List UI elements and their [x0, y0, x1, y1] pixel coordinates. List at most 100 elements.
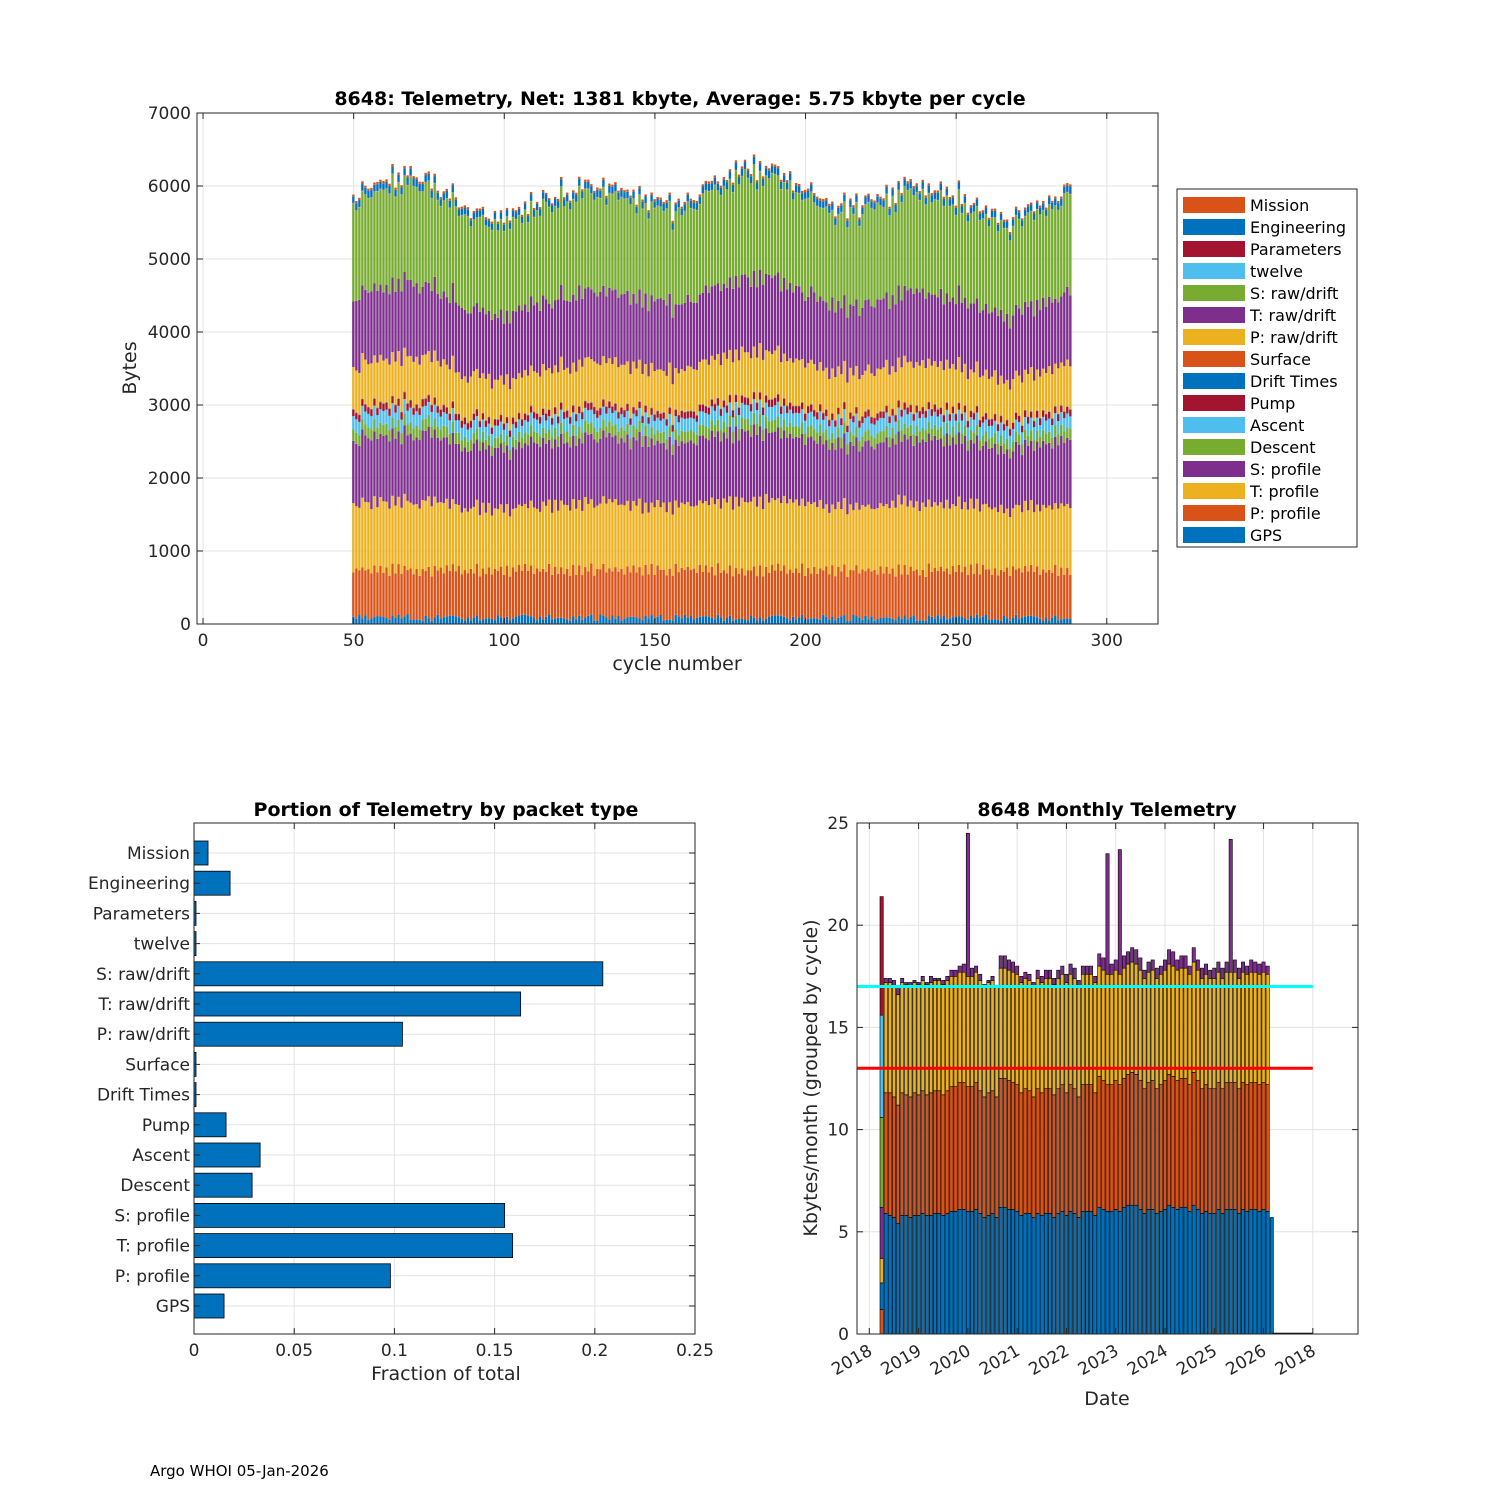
- top-bar-segment: [430, 437, 433, 507]
- monthly-bar-segment: [1142, 1088, 1147, 1214]
- top-bar-segment: [454, 443, 457, 505]
- top-bar-segment: [617, 443, 620, 506]
- top-bar-segment: [487, 567, 491, 619]
- top-bar-segment: [1032, 571, 1036, 617]
- top-bar-segment: [1029, 615, 1033, 624]
- top-bar-segment: [891, 295, 894, 367]
- top-bar-segment: [1051, 374, 1054, 419]
- top-bar-segment: [481, 206, 485, 209]
- top-bar-segment: [614, 182, 617, 185]
- top-bar-segment: [587, 181, 590, 189]
- top-bar-segment: [508, 389, 512, 431]
- top-bar-segment: [659, 199, 662, 207]
- top-bar-segment: [379, 189, 382, 285]
- top-bar-segment: [927, 615, 930, 624]
- top-bar-segment: [837, 501, 840, 567]
- top-bar-segment: [731, 192, 735, 289]
- top-bar-segment: [680, 304, 683, 370]
- top-bar-segment: [623, 192, 626, 199]
- monthly-bar: [1023, 971, 1028, 1335]
- top-bar-segment: [779, 438, 783, 504]
- top-bar-segment: [864, 370, 867, 412]
- top-bar-segment: [761, 620, 765, 624]
- top-bar-segment: [1066, 192, 1069, 287]
- top-bar-segment: [668, 568, 671, 620]
- top-cycle-bar: [966, 212, 970, 624]
- top-bar-segment: [1051, 617, 1054, 624]
- top-bar-segment: [788, 173, 792, 181]
- top-bar-segment: [677, 422, 680, 436]
- top-bar-segment: [520, 506, 524, 571]
- monthly-bar: [1245, 965, 1250, 1335]
- top-bar-segment: [888, 447, 891, 509]
- top-bar-segment: [731, 576, 735, 621]
- top-bar-segment: [924, 506, 927, 577]
- top-bar-segment: [508, 449, 512, 460]
- top-bar-segment: [569, 436, 572, 448]
- top-bar-segment: [903, 495, 906, 565]
- top-bar-segment: [791, 426, 795, 439]
- top-bar-segment: [798, 286, 801, 361]
- monthly-bar: [1056, 969, 1061, 1335]
- monthly-bar-segment: [1117, 1084, 1122, 1212]
- top-bar-segment: [861, 505, 864, 570]
- top-bar-segment: [626, 617, 629, 624]
- monthly-bar-segment: [1113, 1209, 1118, 1335]
- monthly-bar-segment: [1130, 961, 1135, 1073]
- top-bar-segment: [436, 192, 439, 200]
- top-bar-segment: [906, 407, 909, 415]
- top-bar-segment: [629, 510, 632, 573]
- top-bar-segment: [424, 354, 427, 399]
- top-bar-segment: [894, 421, 897, 435]
- top-bar-segment: [436, 426, 439, 438]
- top-bar-segment: [725, 405, 729, 413]
- top-bar-segment: [563, 197, 566, 200]
- top-bar-segment: [713, 175, 717, 178]
- top-bar-segment: [400, 291, 403, 366]
- top-bar-segment: [614, 618, 617, 624]
- top-bar-segment: [412, 504, 415, 575]
- top-bar-segment: [734, 276, 738, 350]
- top-y-tick-label: 6000: [148, 177, 191, 197]
- monthly-bar: [1076, 980, 1081, 1335]
- top-bar-segment: [569, 210, 572, 302]
- top-bar-segment: [566, 619, 569, 624]
- top-bar-segment: [593, 192, 596, 200]
- top-bar-segment: [544, 432, 548, 444]
- top-bar-segment: [999, 445, 1003, 505]
- monthly-bar-segment: [1142, 978, 1147, 1090]
- top-bar-segment: [638, 359, 641, 402]
- top-bar-segment: [650, 194, 653, 202]
- top-bar-segment: [517, 419, 521, 432]
- top-bar-segment: [487, 435, 491, 446]
- top-bar-segment: [412, 440, 415, 505]
- top-bar-segment: [828, 420, 831, 427]
- top-bar-segment: [460, 427, 464, 441]
- top-bar-segment: [767, 170, 771, 179]
- top-bar-segment: [1002, 453, 1006, 514]
- monthly-bar-segment: [1027, 973, 1032, 981]
- top-bar-segment: [689, 615, 692, 624]
- top-bar-segment: [993, 210, 997, 218]
- monthly-bar-segment: [1187, 1211, 1192, 1335]
- top-bar-segment: [514, 616, 518, 624]
- top-bar-segment: [1032, 211, 1036, 214]
- top-bar-segment: [957, 403, 961, 410]
- top-bar-segment: [448, 208, 451, 304]
- top-bar-segment: [764, 176, 768, 274]
- monthly-bar-segment: [953, 975, 958, 1087]
- top-bar-segment: [770, 615, 774, 624]
- top-bar-segment: [439, 440, 442, 503]
- top-bar-segment: [969, 615, 973, 624]
- top-bar-segment: [867, 299, 870, 365]
- top-bar-segment: [635, 572, 638, 618]
- top-bar-segment: [623, 618, 626, 624]
- top-bar-segment: [999, 620, 1003, 624]
- top-bar-segment: [662, 371, 665, 412]
- top-bar-segment: [918, 511, 921, 576]
- top-bar-segment: [1054, 196, 1057, 199]
- monthly-bar-segment: [937, 1090, 942, 1214]
- top-bar-segment: [698, 411, 702, 426]
- top-y-axis-label: Bytes: [119, 341, 141, 394]
- monthly-bar-segment: [1056, 1213, 1061, 1335]
